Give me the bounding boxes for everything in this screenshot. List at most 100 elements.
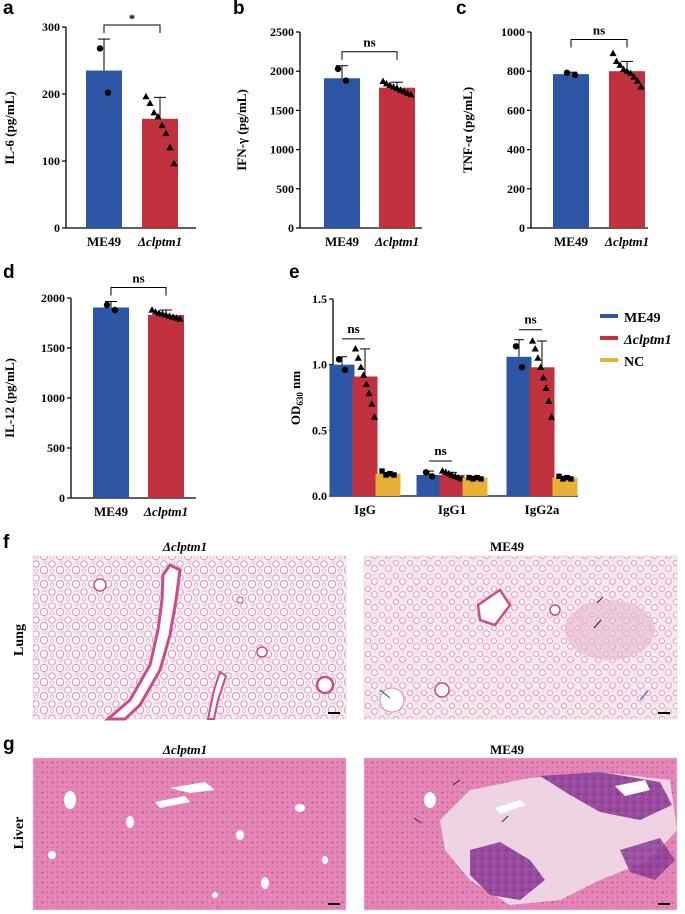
data-point — [633, 77, 642, 84]
panel-letter-a: a — [3, 0, 14, 19]
data-point — [176, 315, 184, 322]
legend-swatch — [600, 358, 618, 362]
bar — [375, 473, 401, 496]
data-point — [166, 143, 174, 151]
bar — [609, 71, 645, 228]
data-point — [162, 129, 170, 137]
y-tick-label: 1000 — [501, 25, 525, 39]
bar — [439, 474, 465, 496]
y-tick-label: 1500 — [41, 341, 65, 355]
data-point — [556, 473, 562, 479]
data-point — [545, 397, 553, 405]
legend-label: ME49 — [624, 311, 661, 326]
data-point — [365, 389, 373, 397]
data-point — [354, 354, 362, 361]
panel-letter-d: d — [3, 262, 15, 283]
data-point — [362, 380, 370, 387]
significance-bracket — [341, 51, 398, 60]
data-point — [103, 301, 111, 309]
y-tick-label: 500 — [276, 182, 294, 196]
data-point — [379, 468, 385, 474]
panel-letter-g: g — [3, 734, 15, 755]
data-point — [379, 77, 387, 84]
data-point — [528, 337, 537, 344]
y-tick-label: 600 — [507, 103, 525, 117]
liver-me49-image — [363, 757, 678, 911]
y-tick-label: 0 — [519, 221, 525, 235]
category-label: IgG — [354, 502, 376, 517]
data-point — [154, 112, 162, 120]
panel-letter-c: c — [456, 0, 467, 19]
bar — [379, 87, 415, 228]
category-label: Δclptm1 — [604, 234, 649, 249]
data-point — [407, 90, 415, 98]
data-point — [547, 413, 556, 420]
data-point — [609, 49, 617, 57]
data-point — [391, 472, 397, 478]
data-point — [539, 374, 547, 381]
panel-letter-b: b — [233, 0, 245, 19]
significance-bracket — [103, 24, 161, 34]
data-point — [351, 345, 360, 352]
y-tick-label: 1500 — [270, 103, 294, 117]
data-point — [158, 121, 166, 129]
y-tick-label: 1.5 — [312, 292, 327, 306]
data-point — [170, 159, 178, 167]
data-point — [626, 69, 635, 76]
liver-left-title: Δclptm1 — [162, 742, 207, 757]
lung-left-title: Δclptm1 — [162, 539, 207, 554]
significance-label: ns — [434, 443, 446, 458]
data-point — [571, 71, 579, 79]
data-point — [478, 476, 484, 482]
category-label: ME49 — [87, 234, 121, 249]
category-label: Δclptm1 — [374, 234, 419, 249]
data-point — [357, 363, 365, 370]
data-point — [428, 473, 436, 480]
y-tick-label: 400 — [507, 143, 525, 157]
y-tick-label: 200 — [42, 87, 60, 101]
data-point — [383, 472, 389, 478]
bar — [148, 315, 184, 498]
significance-label: ns — [347, 321, 359, 336]
data-point — [531, 345, 539, 352]
data-point — [537, 363, 545, 370]
data-point — [474, 474, 480, 481]
data-point — [370, 413, 379, 420]
data-point — [568, 476, 574, 482]
histology-section: f g Δclptm1 ME49 Δclptm1 ME49 Lung Liver — [3, 532, 678, 911]
y-axis-label: IFN-γ (pg/mL) — [234, 89, 249, 171]
data-point — [619, 65, 628, 72]
category-label: Δclptm1 — [137, 234, 182, 249]
significance-bracket — [570, 39, 628, 48]
bar — [462, 477, 488, 496]
data-point — [111, 306, 119, 314]
y-tick-label: 300 — [42, 20, 60, 34]
data-point — [612, 57, 621, 64]
significance-label: ns — [593, 23, 605, 38]
bar — [506, 356, 532, 496]
data-point — [148, 306, 156, 313]
bar — [552, 477, 578, 496]
data-point — [360, 371, 368, 378]
bar — [93, 307, 129, 498]
chart-a: a 0 100 200 300 IL-6 (pg/mL) ME49 Δclptm1 * — [2, 0, 196, 249]
panel-letter-e: e — [289, 262, 300, 283]
data-point — [560, 476, 566, 482]
y-axis-label: IL-12 (pg/mL) — [2, 358, 17, 438]
lung-clptm1-image — [32, 555, 347, 721]
data-point — [563, 69, 571, 76]
chart-c: c 0 200 400 600 800 1000 TNF-α (pg/mL) ME49 Δclpt… — [456, 0, 649, 249]
data-point — [341, 366, 349, 374]
liver-right-title: ME49 — [490, 742, 524, 757]
row-label-lung: Lung — [12, 624, 27, 656]
y-tick-label: 0 — [54, 221, 60, 235]
category-label: ME49 — [554, 234, 588, 249]
data-point — [542, 384, 550, 391]
data-point — [96, 45, 104, 52]
data-point — [150, 108, 158, 116]
y-axis-label: IL-6 (pg/mL) — [2, 91, 17, 164]
chart-b: b 0 500 1000 1500 2000 2500 IFN-γ (pg/mL) ME49 Δc… — [233, 0, 422, 249]
bar — [553, 74, 589, 228]
lung-me49-image — [363, 555, 678, 720]
